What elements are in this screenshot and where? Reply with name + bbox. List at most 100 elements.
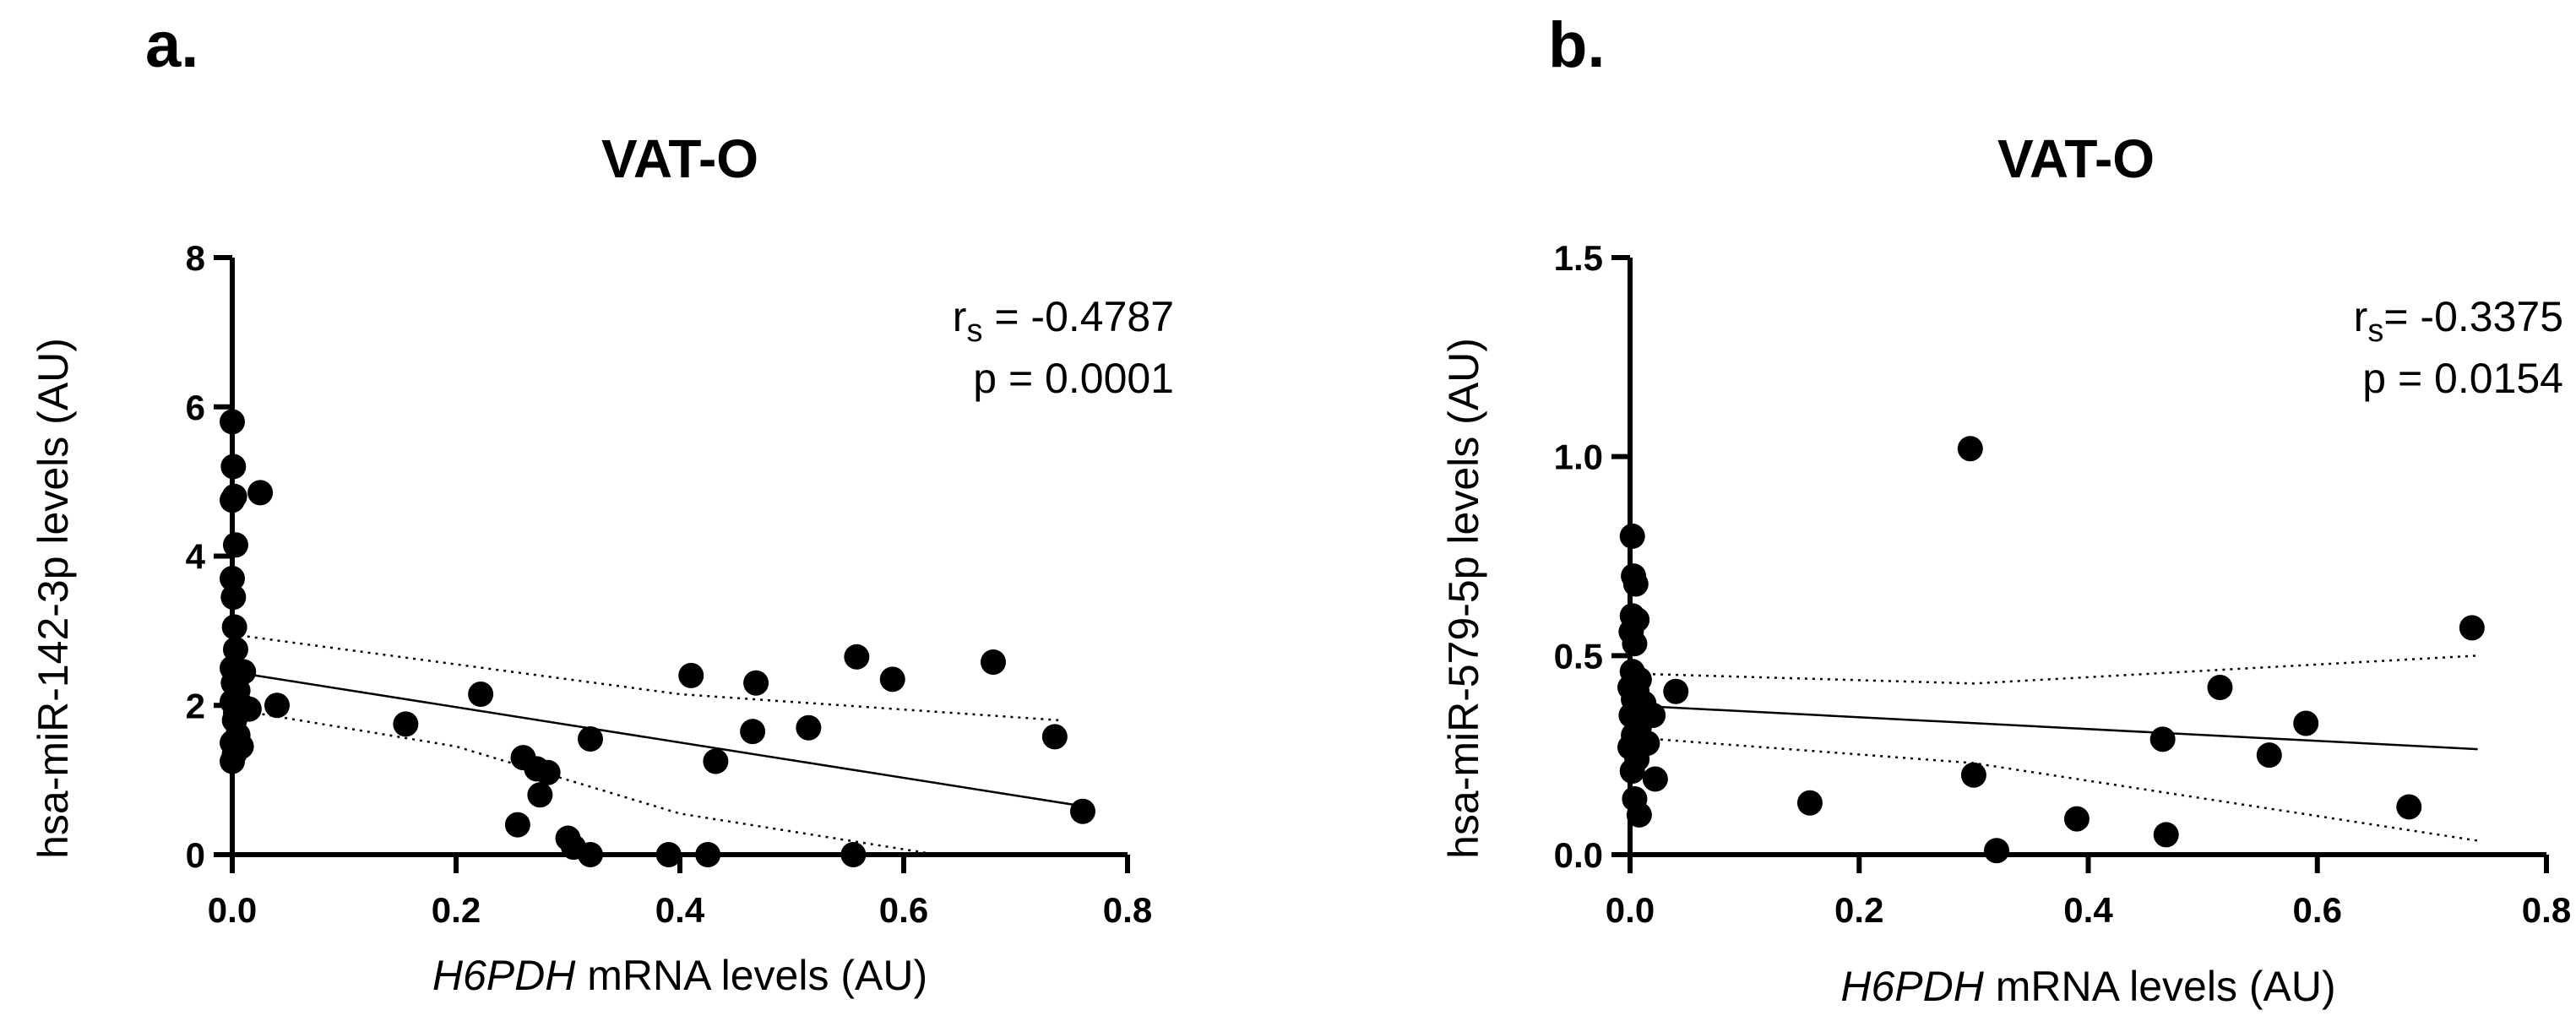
y-tick-label: 0 [186,835,205,875]
data-point [578,726,603,752]
x-axis-label-gene: H6PDH [432,952,576,999]
data-point [740,719,766,745]
y-tick-label: 1.5 [1554,238,1603,278]
data-point [2256,742,2282,769]
data-point [1957,436,1983,462]
x-tick-label: 0.2 [1834,890,1883,930]
data-point [1626,801,1652,828]
data-point [468,681,494,707]
x-axis-label: H6PDH mRNA levels (AU) [432,952,927,999]
x-tick-label: 0.0 [208,890,257,930]
data-point [1642,766,1668,792]
data-point [655,842,682,867]
stat-p: p = 0.0154 [2362,355,2563,402]
y-axis-label: hsa-miR-579-5p levels (AU) [1440,338,1487,859]
x-tick-label: 0.6 [879,890,928,930]
data-point [1622,571,1649,597]
x-axis-label-rest: mRNA levels (AU) [575,952,927,999]
data-point [879,666,905,693]
x-tick-label: 0.8 [1103,890,1152,930]
stat-r-subscript: s [966,313,982,349]
panel-label: a. [145,9,199,81]
data-point [981,649,1006,675]
y-tick-label: 4 [186,537,206,577]
data-point [264,693,290,719]
data-point [1663,678,1689,704]
stat-r: rs= -0.3375 [2354,293,2563,349]
data-point [678,662,704,688]
y-tick-label: 1.0 [1554,437,1603,477]
stat-r-symbol: r [953,293,967,340]
data-point [1619,523,1645,549]
y-axis-label: hsa-miR-142-3p levels (AU) [30,338,77,859]
panel-b: b. VAT-O 0.0 0.5 1.0 1.5 0.0 0.2 0.4 0.6 0.8 H6PDH… [1288,0,2576,1032]
data-point [2396,794,2422,820]
data-point [221,614,247,640]
data-point [840,842,867,867]
data-point [504,812,530,838]
x-tick-label: 0.6 [2293,890,2342,930]
data-point [2293,710,2319,736]
data-point [703,748,729,774]
data-point [220,409,245,435]
data-point [220,584,247,611]
data-point [695,842,721,867]
stat-r-symbol: r [2354,293,2368,340]
data-point [221,483,247,509]
y-tick-label: 2 [186,686,205,725]
data-point [844,644,870,670]
data-point [247,480,274,506]
x-tick-label: 0.2 [432,890,481,930]
x-axis-label: H6PDH mRNA levels (AU) [1840,963,2335,1010]
data-point [578,842,603,867]
ci-upper-line [231,633,1061,722]
chart-b: VAT-O 0.0 0.5 1.0 1.5 0.0 0.2 0.4 0.6 0.8 H6PDH mR… [1440,128,2571,1010]
chart-a: VAT-O 0 2 4 6 8 0.0 0.2 0.4 0.6 0.8 H6PDH mRNA leve… [30,128,1174,999]
data-point [2063,806,2090,832]
panel-label: b. [1548,9,1606,81]
stat-r: rs = -0.4787 [953,293,1174,349]
x-axis-label-gene: H6PDH [1840,963,1984,1010]
data-point [2207,675,2233,701]
x-tick-label: 0.8 [2522,890,2571,930]
data-point [393,711,419,737]
y-tick-label: 0.5 [1554,636,1603,676]
data-point [1960,762,1986,788]
y-tick-label: 6 [186,388,205,427]
stat-r-value: = -0.4787 [982,293,1174,340]
data-point [2459,615,2485,641]
ci-lower-line [231,708,937,856]
data-point [743,670,769,696]
data-point [1041,724,1068,750]
y-tick-label: 0.0 [1554,835,1603,875]
stat-r-subscript: s [2367,313,2383,349]
data-point [796,714,822,741]
data-point [1070,798,1095,824]
ci-upper-line [1629,655,2478,685]
x-tick-label: 0.4 [2063,890,2113,930]
data-point [220,454,247,480]
chart-title: VAT-O [601,128,758,189]
data-point [220,566,245,592]
data-point [222,636,248,662]
x-axis-label-rest: mRNA levels (AU) [1984,963,2336,1010]
data-point [1622,631,1648,657]
data-point [220,748,245,774]
stat-r-value: = -0.3375 [2383,293,2563,340]
x-tick-label: 0.0 [1606,890,1655,930]
stat-p: p = 0.0001 [973,355,1174,402]
data-point [527,782,553,808]
regression-line [231,671,1084,807]
data-point [222,532,248,558]
chart-title: VAT-O [1997,128,2155,189]
data-point [1619,758,1645,785]
data-point [1796,790,1823,816]
x-tick-label: 0.4 [655,890,705,930]
panel-a: a. VAT-O 0 2 4 6 8 0.0 0.2 0.4 0.6 0.8 H6PDH mRNA l… [30,9,1174,999]
data-point [2153,822,2179,848]
data-point [1984,838,2009,864]
data-point [535,759,561,785]
data-point [2149,726,2176,752]
ci-lower-line [1629,736,2478,842]
regression-line [1629,704,2478,751]
